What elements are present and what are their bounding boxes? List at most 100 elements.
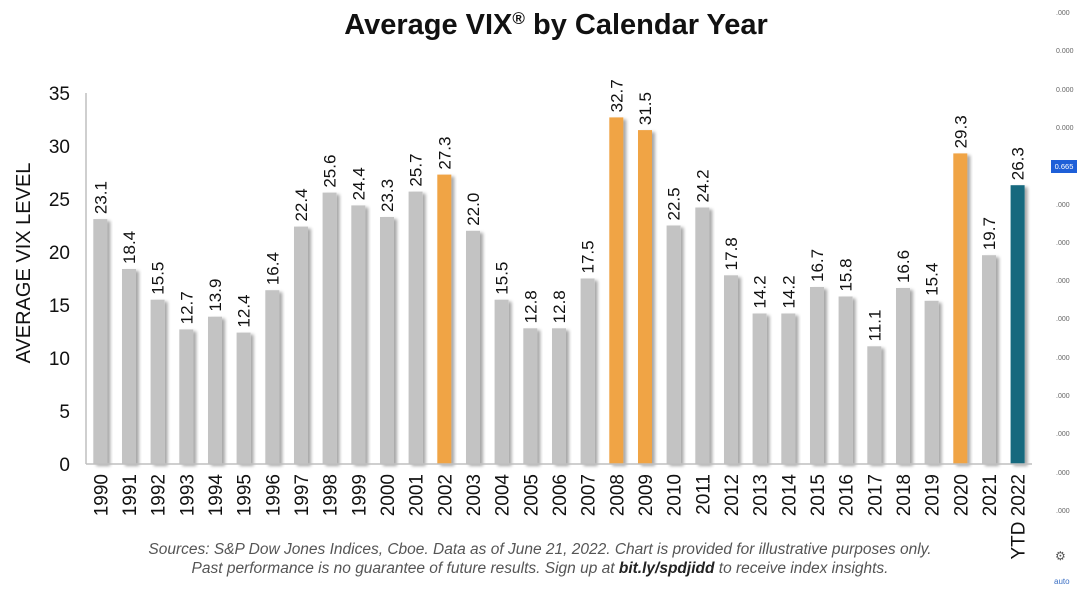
data-label-2010: 22.5 [665,187,684,220]
bar-2019 [924,300,939,464]
signup-link[interactable]: bit.ly/spdjidd [618,560,715,577]
x-tick-1995: 1995 [235,474,256,516]
bar-2006 [552,328,566,464]
data-label-2005: 12.8 [521,290,540,323]
data-label-2008: 32.7 [607,79,626,112]
side-tick: .000 [1056,201,1070,209]
data-label-2014: 14.2 [779,275,798,308]
bar-2016 [838,296,853,464]
data-label-2012: 17.8 [722,237,741,270]
data-label-1993: 12.7 [177,291,196,324]
side-tick: .000 [1056,316,1070,324]
x-tick-1994: 1994 [206,474,227,517]
data-label-1997: 22.4 [292,188,311,221]
side-tick: .000 [1056,354,1070,362]
disclaimer-note: Past performance is no guarantee of futu… [40,560,1040,578]
data-label-2006: 12.8 [550,290,569,323]
bar-2011 [695,207,710,464]
bar-1995 [236,332,251,464]
data-label-1991: 18.4 [120,231,139,264]
data-label-2013: 14.2 [751,275,770,308]
side-tick: 0.000 [1056,86,1074,94]
data-label-2003: 22.0 [464,193,483,226]
x-axis-ticks: 1990 1991 1992 1993 1994 1995 1996 1997 1998 1999… [91,474,1029,560]
x-tick-1996: 1996 [263,474,284,516]
y-tick-0: 0 [59,455,70,476]
x-tick-2006: 2006 [550,474,571,516]
data-label-2016: 15.8 [837,258,856,291]
x-tick-1999: 1999 [349,474,370,516]
x-tick-2015: 2015 [808,474,829,516]
x-tick-2019: 2019 [923,474,944,516]
data-label-2017: 11.1 [865,310,884,342]
data-label-2020: 29.3 [951,115,970,148]
x-tick-1993: 1993 [177,474,198,516]
disclaimer-text-end: to receive index insights. [714,560,889,577]
y-tick-20: 20 [49,243,70,264]
bar-2008 [609,117,624,465]
y-tick-5: 5 [59,402,70,423]
bar-ytd-2022 [1010,185,1025,464]
data-label-ytd-2022: 26.3 [1009,147,1028,180]
data-label-2007: 17.5 [579,240,598,273]
bar-2001 [408,191,423,464]
y-tick-10: 10 [49,349,70,370]
disclaimer-text: Past performance is no guarantee of futu… [191,560,619,577]
data-label-2004: 15.5 [493,262,512,295]
y-tick-25: 25 [49,190,70,211]
side-tick: .000 [1056,393,1070,400]
bar-2020 [953,153,968,464]
x-tick-2009: 2009 [636,474,657,516]
bar-2004 [494,299,509,464]
y-tick-35: 35 [49,84,70,105]
x-tick-2018: 2018 [894,474,915,516]
bar-2000 [380,217,394,464]
x-tick-2017: 2017 [865,474,886,516]
x-tick-2001: 2001 [407,474,428,516]
bar-2015 [810,287,824,464]
x-tick-1990: 1990 [91,474,112,516]
bar-1993 [179,329,194,464]
x-tick-2011: 2011 [693,474,714,515]
data-label-2009: 31.5 [636,92,655,125]
bar-2002 [437,174,452,464]
source-note: Sources: S&P Dow Jones Indices, Cboe. Da… [148,541,932,558]
x-tick-2003: 2003 [464,474,485,516]
y-tick-15: 15 [49,296,70,317]
gear-icon[interactable]: ⚙ [1055,549,1066,563]
data-label-1994: 13.9 [206,279,225,312]
data-label-2002: 27.3 [435,137,454,170]
data-label-2000: 23.3 [378,179,397,212]
bar-2009 [638,130,652,464]
bar-2014 [781,313,796,464]
bar-2010 [666,225,681,464]
bar-2013 [752,313,767,464]
auto-scale-button[interactable]: auto [1054,577,1070,586]
y-axis-label: AVERAGE VIX LEVEL [13,163,35,364]
side-tick: .000 [1056,431,1070,439]
bar-1992 [150,299,165,464]
bar-2005 [523,328,538,464]
data-label-1998: 25.6 [321,155,340,188]
x-tick-2008: 2008 [607,474,628,516]
x-tick-2013: 2013 [751,474,772,516]
bar-2021 [982,255,996,464]
bars [93,117,1025,465]
data-label-2015: 16.7 [808,249,827,282]
side-tick: .000 [1056,469,1070,477]
x-tick-2016: 2016 [837,474,858,516]
vix-bar-chart: Average VIX® by Calendar Year AVERAGE VI… [13,9,1032,560]
side-value-badge: 0.665 [1051,160,1077,173]
bar-2017 [867,346,882,464]
x-tick-2004: 2004 [493,474,514,517]
x-tick-1992: 1992 [149,474,170,516]
bar-2003 [466,230,480,464]
bar-1999 [351,205,366,464]
bar-2007 [580,278,595,464]
x-tick-2010: 2010 [665,474,686,516]
side-tick: .000 [1056,507,1070,515]
x-tick-2002: 2002 [435,474,456,516]
data-label-2018: 16.6 [894,250,913,283]
x-tick-1997: 1997 [292,474,313,516]
bar-1997 [294,226,308,464]
